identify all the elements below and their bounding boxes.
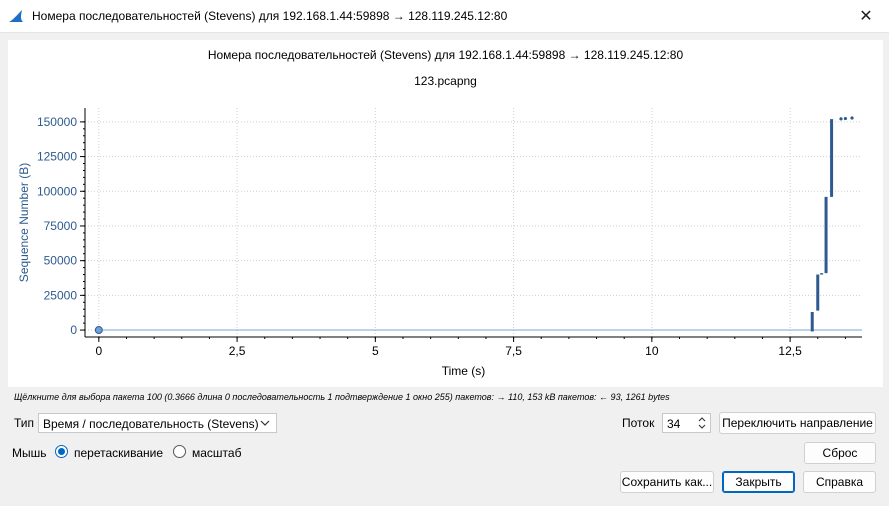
y-axis-label: Sequence Number (B) (17, 163, 31, 282)
window-title: Номера последовательностей (Stevens) для… (32, 9, 508, 23)
x-tick-label: 0 (95, 344, 102, 358)
save-as-button[interactable]: Сохранить как... (620, 471, 714, 493)
x-tick-label: 12,5 (778, 344, 802, 358)
selected-point (94, 326, 103, 335)
data-point (843, 116, 848, 121)
help-button[interactable]: Справка (803, 471, 876, 493)
x-tick-label: 2,5 (229, 344, 246, 358)
hint-text: Щёлкните для выбора пакета 100 (0.3666 д… (14, 392, 670, 402)
spin-arrows-icon[interactable] (696, 415, 708, 431)
reset-button[interactable]: Сброс (804, 442, 876, 464)
stream-label: Поток (622, 416, 655, 430)
x-axis-label: Time (s) (442, 364, 486, 378)
stream-value: 34 (667, 417, 681, 431)
data-point (839, 117, 843, 121)
shark-fin-icon (9, 10, 23, 22)
y-tick-label: 25000 (44, 288, 78, 302)
y-tick-label: 100000 (37, 184, 77, 198)
x-tick-label: 5 (372, 344, 379, 358)
mouse-drag-radio[interactable] (55, 445, 68, 458)
y-tick-label: 50000 (44, 254, 78, 268)
y-tick-label: 150000 (37, 115, 77, 129)
plot-title: Номера последовательностей (Stevens) для… (207, 48, 684, 62)
chevron-down-icon (260, 420, 270, 426)
sequence-chart[interactable]: 0 2,5 5 7,5 10 12,5 0 25000 50000 75000 100000 1250… (8, 40, 883, 387)
mouse-label: Мышь (12, 446, 47, 460)
y-tick-label: 0 (70, 323, 77, 337)
x-tick-label: 7,5 (505, 344, 522, 358)
plot-subtitle: 123.pcapng (414, 74, 477, 88)
y-tick-label: 75000 (44, 219, 78, 233)
close-button[interactable]: Закрыть (722, 471, 795, 493)
type-select-value: Время / последовательность (Stevens) (43, 417, 259, 431)
close-icon: ✕ (859, 8, 873, 25)
stream-spinbox[interactable]: 34 (662, 413, 711, 433)
plot-panel[interactable]: Номера последовательностей (Stevens) для… (8, 40, 883, 387)
mouse-zoom-label[interactable]: масштаб (192, 446, 242, 460)
y-tick-label: 125000 (37, 150, 77, 164)
close-window-button[interactable]: ✕ (843, 0, 889, 32)
title-bar: Номера последовательностей (Stevens) для… (0, 0, 889, 33)
mouse-zoom-radio[interactable] (173, 445, 186, 458)
x-tick-label: 10 (645, 344, 659, 358)
mouse-drag-label[interactable]: перетаскивание (74, 446, 164, 460)
data-point (850, 116, 854, 120)
switch-direction-button[interactable]: Переключить направление (719, 412, 876, 434)
type-label: Тип (14, 416, 35, 430)
type-select[interactable]: Время / последовательность (Stevens) (38, 413, 277, 433)
